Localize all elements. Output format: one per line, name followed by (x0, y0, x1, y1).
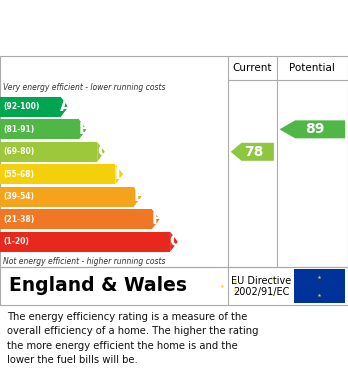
Bar (294, 269, 345, 303)
Polygon shape (97, 142, 105, 162)
Text: Current: Current (232, 63, 272, 73)
Text: (1-20): (1-20) (3, 237, 29, 246)
Polygon shape (116, 164, 123, 184)
Text: B: B (79, 122, 90, 137)
Text: C: C (97, 144, 108, 159)
Text: (21-38): (21-38) (3, 215, 35, 224)
Text: EU Directive: EU Directive (231, 276, 291, 286)
Text: England & Wales: England & Wales (9, 276, 187, 295)
Text: The energy efficiency rating is a measure of the
overall efficiency of a home. T: The energy efficiency rating is a measur… (7, 312, 259, 365)
Text: G: G (169, 234, 182, 249)
Text: (39-54): (39-54) (3, 192, 34, 201)
Bar (0, 119, 79, 139)
Polygon shape (61, 97, 68, 117)
Text: Energy Efficiency Rating: Energy Efficiency Rating (9, 20, 238, 38)
Text: F: F (152, 212, 163, 227)
Text: 89: 89 (305, 122, 324, 136)
Polygon shape (231, 143, 274, 161)
Text: Not energy efficient - higher running costs: Not energy efficient - higher running co… (3, 257, 165, 266)
Polygon shape (279, 120, 345, 138)
Text: (69-80): (69-80) (3, 147, 35, 156)
Bar (0, 209, 152, 229)
Text: Very energy efficient - lower running costs: Very energy efficient - lower running co… (3, 83, 165, 92)
Text: (92-100): (92-100) (3, 102, 40, 111)
Polygon shape (170, 232, 178, 252)
Text: (81-91): (81-91) (3, 125, 35, 134)
Bar (0, 142, 97, 162)
Bar (0, 97, 61, 117)
Text: Potential: Potential (290, 63, 335, 73)
Text: D: D (114, 167, 127, 182)
Text: 2002/91/EC: 2002/91/EC (233, 287, 289, 296)
Polygon shape (79, 119, 87, 139)
Bar (0, 232, 170, 252)
Polygon shape (152, 209, 159, 229)
Text: E: E (134, 189, 144, 204)
Text: (55-68): (55-68) (3, 170, 34, 179)
Text: A: A (60, 99, 72, 115)
Bar (0, 187, 134, 207)
Polygon shape (134, 187, 141, 207)
Text: 78: 78 (244, 145, 263, 159)
Bar (0, 164, 116, 184)
